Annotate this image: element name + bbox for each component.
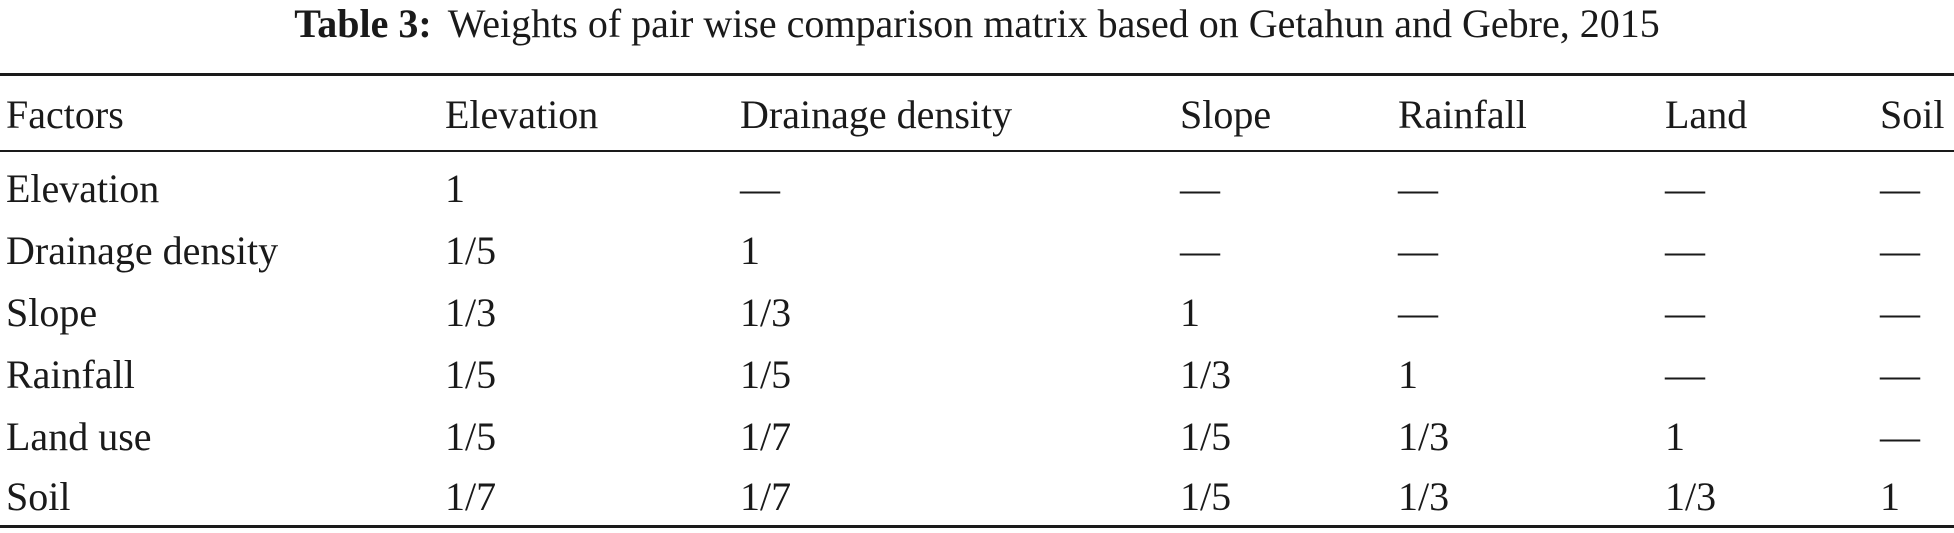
table-cell: — (1665, 290, 1705, 335)
header-cell-elevation: Elevation (445, 92, 599, 137)
table-cell: — (1665, 228, 1705, 273)
table-cell: — (1665, 166, 1705, 211)
table-cell: 1/7 (740, 414, 792, 459)
table-cell: 1 (740, 228, 760, 273)
table-cell: 1/5 (740, 352, 792, 397)
table-header-row: Factors Elevation Drainage density Slope… (0, 84, 1954, 146)
table-cell: — (1880, 290, 1920, 335)
table-cell: 1/3 (740, 290, 792, 335)
table-cell: — (1398, 166, 1438, 211)
table-row: Land use 1/5 1/7 1/5 1/3 1 — (0, 406, 1954, 468)
table-cell: 1/5 (445, 228, 497, 273)
table-cell: — (740, 166, 780, 211)
table-cell: — (1880, 414, 1920, 459)
table-cell: 1/5 (445, 414, 497, 459)
table-cell: 1/3 (1398, 414, 1450, 459)
table-caption: Table 3: Weights of pair wise comparison … (0, 0, 1954, 60)
table-cell: — (1665, 352, 1705, 397)
header-cell-land: Land (1665, 92, 1748, 137)
table-cell: — (1180, 166, 1220, 211)
table-row: Slope 1/3 1/3 1 — — — (0, 282, 1954, 344)
row-label-cell: Soil (6, 474, 71, 519)
table-cell: — (1880, 166, 1920, 211)
table-cell: 1/7 (445, 474, 497, 519)
table-caption-text: Weights of pair wise comparison matrix b… (447, 1, 1660, 46)
table-cell: 1/5 (1180, 414, 1232, 459)
table-cell: 1/7 (740, 474, 792, 519)
table-cell: — (1180, 228, 1220, 273)
table-cell: 1/5 (1180, 474, 1232, 519)
row-label-cell: Slope (6, 290, 98, 335)
header-cell-soil: Soil (1880, 92, 1945, 137)
table-caption-label: Table 3: (294, 1, 432, 46)
row-label-cell: Drainage density (6, 228, 279, 273)
table-cell: 1/3 (445, 290, 497, 335)
table-cell: — (1398, 290, 1438, 335)
table-cell: — (1880, 352, 1920, 397)
header-cell-rainfall: Rainfall (1398, 92, 1527, 137)
table-cell: 1/5 (445, 352, 497, 397)
header-cell-factors: Factors (6, 92, 124, 137)
row-label-cell: Elevation (6, 166, 160, 211)
header-cell-slope: Slope (1180, 92, 1272, 137)
table-row: Elevation 1 — — — — — (0, 158, 1954, 220)
table-row: Soil 1/7 1/7 1/5 1/3 1/3 1 (0, 466, 1954, 528)
table-cell: 1 (1180, 290, 1200, 335)
table-row: Rainfall 1/5 1/5 1/3 1 — — (0, 344, 1954, 406)
table-cell: 1/3 (1180, 352, 1232, 397)
table-cell: — (1398, 228, 1438, 273)
table-cell: — (1880, 228, 1920, 273)
header-cell-drainage-density: Drainage density (740, 92, 1013, 137)
table-row: Drainage density 1/5 1 — — — — (0, 220, 1954, 282)
table-cell: 1 (1880, 474, 1900, 519)
row-label-cell: Rainfall (6, 352, 135, 397)
table-cell: 1 (445, 166, 465, 211)
row-label-cell: Land use (6, 414, 152, 459)
table-bottom-rule (0, 525, 1954, 528)
table-top-rule (0, 73, 1954, 76)
table-cell: 1 (1398, 352, 1418, 397)
table-cell: 1 (1665, 414, 1685, 459)
table-cell: 1/3 (1665, 474, 1717, 519)
table-header-rule (0, 150, 1954, 152)
table-cell: 1/3 (1398, 474, 1450, 519)
